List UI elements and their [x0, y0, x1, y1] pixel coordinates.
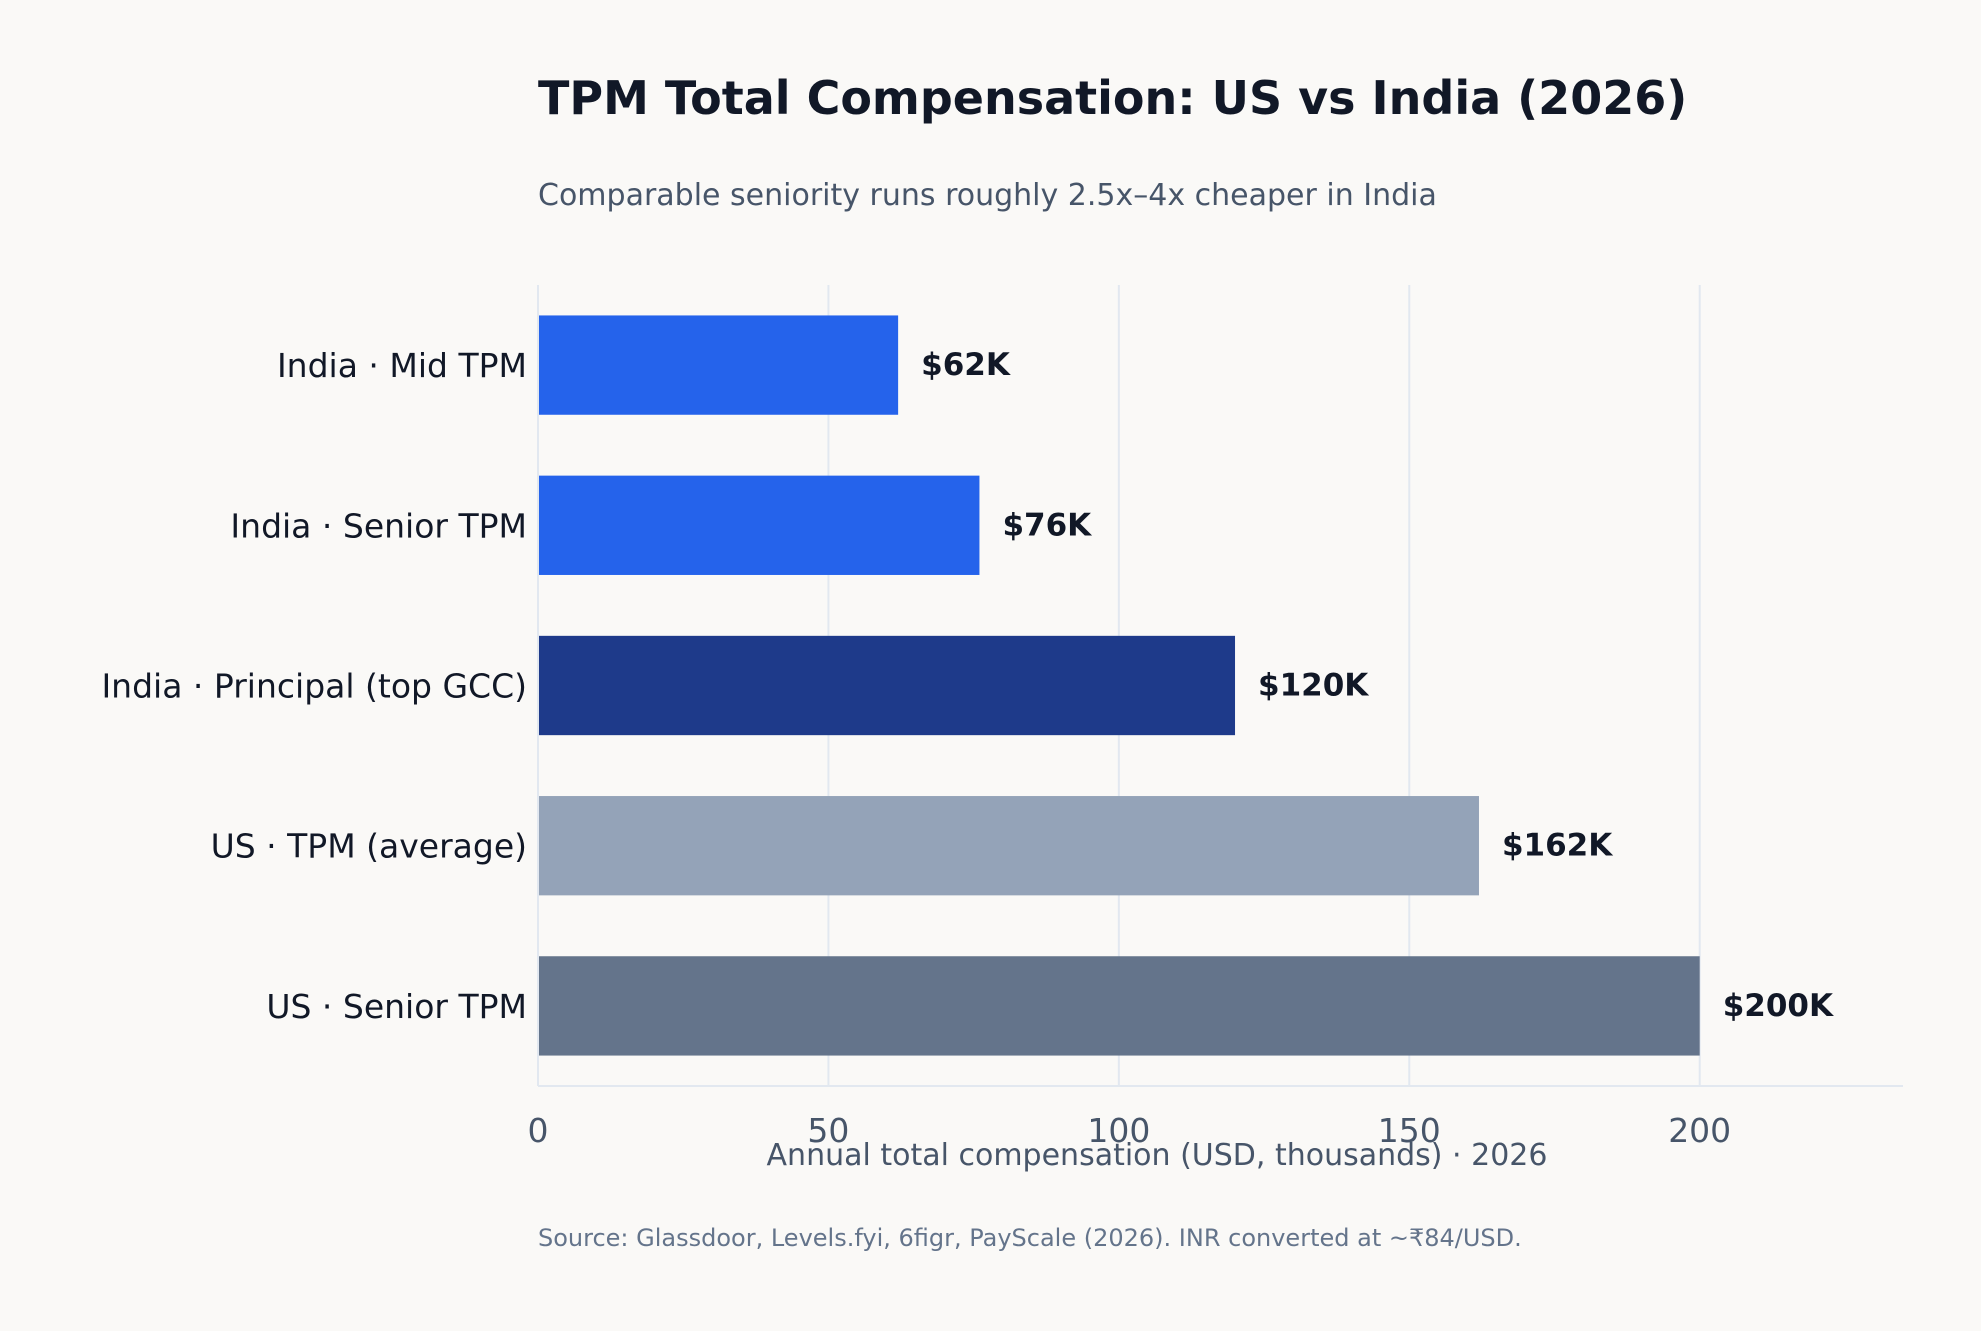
data-label: $200K — [1723, 988, 1834, 1024]
chart-title: TPM Total Compensation: US vs India (202… — [538, 71, 1687, 125]
data-label: $162K — [1502, 828, 1613, 864]
bar — [538, 475, 980, 575]
data-label: $62K — [921, 347, 1011, 383]
category-label: India · Mid TPM — [277, 346, 527, 385]
x-tick-label: 100 — [1087, 1111, 1150, 1150]
bar — [538, 796, 1479, 896]
category-labels: India · Mid TPM India · Senior TPM India ·… — [101, 346, 527, 1026]
x-tick-label: 200 — [1668, 1111, 1731, 1150]
x-tick-labels: 0 50 100 150 200 — [528, 1111, 1732, 1150]
data-label: $120K — [1258, 668, 1369, 704]
chart-subtitle: Comparable seniority runs roughly 2.5x–4… — [538, 178, 1437, 213]
bar — [538, 635, 1236, 736]
category-label: India · Principal (top GCC) — [101, 667, 527, 706]
bars — [538, 315, 1700, 1056]
x-tick-label: 0 — [528, 1111, 549, 1150]
data-label: $76K — [1002, 507, 1092, 543]
source-note: Source: Glassdoor, Levels.fyi, 6figr, Pa… — [538, 1224, 1522, 1252]
bar — [538, 956, 1700, 1056]
value-labels: $62K $76K $120K $162K $200K — [921, 347, 1834, 1024]
category-label: US · TPM (average) — [211, 827, 527, 866]
bar — [538, 315, 899, 415]
x-axis-title: Annual total compensation (USD, thousand… — [767, 1138, 1548, 1173]
x-tick-label: 150 — [1378, 1111, 1441, 1150]
category-label: US · Senior TPM — [266, 987, 527, 1026]
category-label: India · Senior TPM — [230, 506, 527, 545]
x-tick-label: 50 — [807, 1111, 849, 1150]
